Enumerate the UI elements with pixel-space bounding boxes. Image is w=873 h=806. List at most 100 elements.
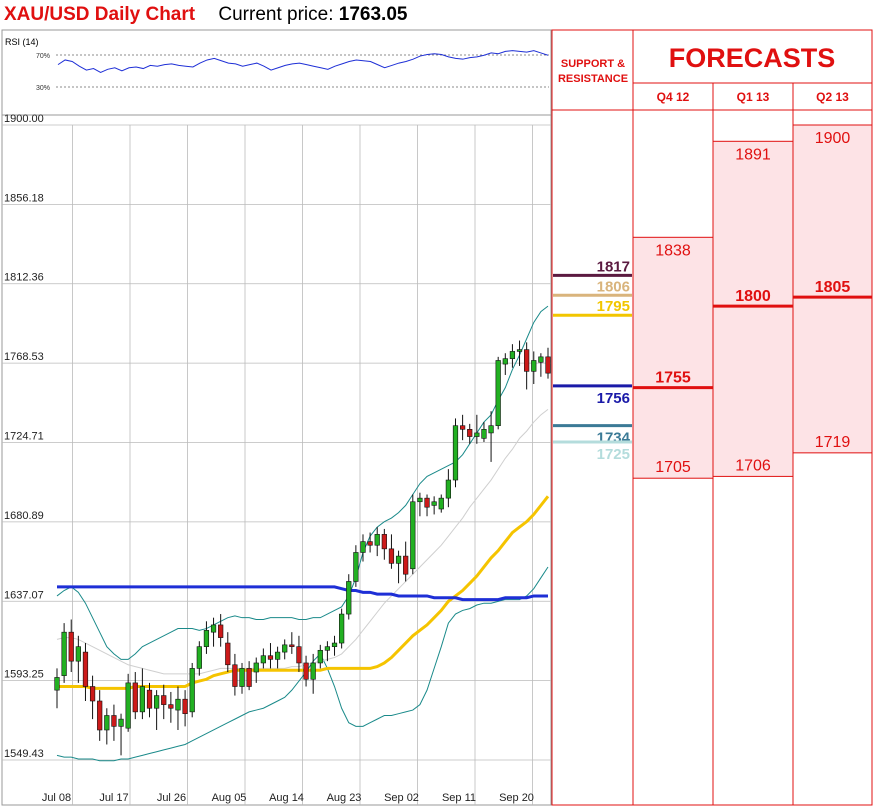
x-tick-label: Sep 20 — [499, 792, 534, 804]
candle — [424, 494, 430, 517]
bollinger-bands — [56, 305, 549, 762]
y-tick-label: 1549.43 — [4, 748, 44, 760]
candle-body — [267, 655, 274, 660]
candle-body — [182, 698, 188, 714]
candle-body — [346, 581, 352, 615]
x-tick-label: Aug 23 — [327, 792, 362, 804]
rsi-line — [57, 50, 549, 73]
candle — [474, 414, 480, 444]
current-price-value: 1763.05 — [338, 4, 408, 25]
candle-body — [381, 534, 387, 550]
candlesticks — [54, 340, 551, 756]
sr-level-label: 1725 — [597, 446, 630, 463]
forecast-high-label: 1891 — [735, 146, 771, 163]
candle — [445, 469, 451, 508]
candle — [502, 353, 508, 375]
candle — [360, 534, 366, 562]
candle — [353, 545, 359, 587]
forecast-columns: Q4 12 1838 1755 1705 Q1 13 1891 1800 1706 Q2 13 1… — [632, 83, 873, 805]
candle — [367, 532, 373, 553]
candle-body — [474, 432, 480, 437]
candle-body — [353, 552, 359, 582]
candle-body — [61, 631, 67, 676]
candle — [54, 668, 60, 709]
candle — [274, 646, 281, 669]
candle — [467, 423, 473, 444]
candle — [125, 673, 131, 732]
candle-body — [175, 698, 181, 711]
candle-body — [139, 686, 146, 713]
x-tick-label: Jul 17 — [99, 792, 128, 804]
candle — [82, 643, 89, 702]
candle-body — [97, 700, 103, 731]
candle — [104, 708, 110, 745]
candle-body — [403, 555, 409, 575]
forecast-range-box — [792, 124, 873, 454]
candle-body — [488, 425, 494, 434]
bollinger-lower-line — [56, 566, 549, 762]
x-tick-label: Jul 26 — [157, 792, 186, 804]
candle-body — [481, 429, 487, 439]
candle — [196, 641, 202, 676]
x-tick-label: Aug 14 — [269, 792, 304, 804]
chart-header: XAU/USD Daily Chart Current price: 1763.… — [4, 4, 407, 26]
forecast-period-label: Q4 12 — [657, 90, 690, 104]
candle — [410, 494, 416, 575]
candle — [182, 690, 188, 727]
candle-body — [225, 642, 231, 666]
candle — [331, 635, 338, 656]
candle-body — [360, 541, 366, 553]
candle — [203, 621, 210, 654]
candle — [296, 635, 302, 673]
candle-body — [54, 677, 60, 691]
candle — [75, 635, 81, 683]
candle-body — [459, 425, 466, 430]
forecast-mid-label: 1755 — [655, 370, 691, 387]
candle — [303, 655, 309, 687]
candle — [210, 617, 217, 647]
forecast-high-label: 1838 — [655, 242, 691, 259]
candle — [488, 411, 494, 462]
y-tick-label: 1593.25 — [4, 669, 44, 681]
candle-body — [410, 501, 416, 570]
candle — [381, 528, 387, 560]
candle-body — [531, 360, 537, 372]
y-tick-label: 1637.07 — [4, 589, 44, 601]
candle-body — [168, 704, 174, 709]
candle — [246, 661, 252, 691]
rsi-level-high: 70% — [36, 53, 50, 60]
rsi-label: RSI (14) — [5, 37, 39, 47]
sr-level-label: 1734 — [597, 430, 631, 447]
y-tick-label: 1724.71 — [4, 431, 44, 443]
candle-body — [388, 548, 395, 564]
candle — [89, 675, 96, 720]
candle-body — [274, 651, 281, 660]
forecast-period-label: Q2 13 — [816, 90, 849, 104]
candle-body — [82, 651, 89, 687]
candle-body — [239, 668, 245, 687]
candle — [218, 614, 224, 647]
forecasts-panel: FORECASTS Q4 12 1838 1755 1705 Q1 13 1891 1800… — [632, 29, 873, 806]
x-tick-label: Aug 05 — [212, 792, 247, 804]
chart-title: XAU/USD Daily Chart — [4, 4, 196, 25]
forecast-mid-label: 1800 — [735, 288, 771, 305]
candle — [139, 668, 146, 720]
candle-body — [246, 668, 252, 687]
candle-body — [310, 662, 316, 680]
candle — [324, 641, 331, 662]
candle-body — [125, 682, 131, 729]
candle — [481, 422, 487, 442]
x-axis-ticks: Jul 08 Jul 17 Jul 26 Aug 05 Aug 14 Aug 23 Sep … — [42, 792, 534, 804]
candle — [538, 353, 544, 377]
candle-body — [431, 501, 437, 506]
candle-body — [154, 695, 160, 709]
x-tick-label: Sep 02 — [384, 792, 419, 804]
candle-body — [260, 655, 266, 664]
candle-body — [438, 497, 444, 510]
candle — [310, 653, 316, 694]
forecast-range-box — [632, 236, 714, 479]
candle-body — [339, 613, 345, 644]
candle-body — [296, 646, 302, 664]
candle — [374, 527, 380, 557]
